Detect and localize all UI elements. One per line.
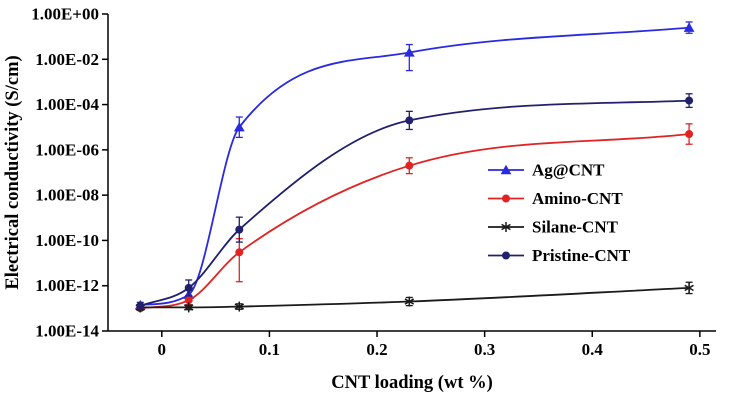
legend-label: Amino-CNT <box>532 189 623 208</box>
y-tick-label: 1.00E-06 <box>35 140 99 159</box>
legend-item-ag-cnt: Ag@CNT <box>488 161 605 180</box>
x-tick-label: 0.2 <box>366 340 387 359</box>
circle-marker-icon <box>685 96 694 105</box>
circle-marker-icon <box>502 251 510 260</box>
circle-marker-icon <box>136 301 145 310</box>
legend-item-amino-cnt: Amino-CNT <box>488 189 623 208</box>
y-tick-label: 1.00E-02 <box>35 50 99 69</box>
legend-label: Silane-CNT <box>532 218 619 237</box>
x-tick-label: 0 <box>158 340 167 359</box>
triangle-marker-icon <box>233 122 245 132</box>
circle-marker-icon <box>685 130 694 139</box>
legend-item-silane-cnt: Silane-CNT <box>488 218 619 237</box>
circle-marker-icon <box>405 116 414 125</box>
triangle-marker-icon <box>683 22 695 32</box>
y-tick-label: 1.00E-12 <box>35 276 99 295</box>
y-tick-label: 1.00E+00 <box>31 5 99 24</box>
asterisk-marker-icon <box>684 284 694 292</box>
triangle-marker-icon <box>403 47 415 57</box>
x-tick-label: 0.3 <box>474 340 495 359</box>
legend-label: Pristine-CNT <box>532 246 631 265</box>
asterisk-marker-icon <box>183 304 194 311</box>
circle-marker-icon <box>405 161 414 170</box>
y-tick-label: 1.00E-10 <box>35 231 99 250</box>
x-axis-title: CNT loading (wt %) <box>331 373 493 393</box>
series-pristine-cnt <box>136 93 694 310</box>
asterisk-marker-icon <box>404 298 415 305</box>
legend-item-pristine-cnt: Pristine-CNT <box>488 246 631 265</box>
legend-label: Ag@CNT <box>532 161 605 180</box>
circle-marker-icon <box>184 296 193 305</box>
series-line-silane-cnt <box>140 287 690 309</box>
circle-marker-icon <box>235 225 244 234</box>
circle-marker-icon <box>184 283 193 292</box>
x-tick-label: 0.5 <box>689 340 710 359</box>
series-ag-cnt <box>134 21 695 310</box>
x-tick-label: 0.1 <box>259 340 280 359</box>
series-silane-cnt <box>135 281 694 313</box>
asterisk-marker-icon <box>501 223 511 231</box>
asterisk-marker-icon <box>234 303 245 310</box>
circle-marker-icon <box>235 248 244 257</box>
circle-marker-icon <box>502 194 510 203</box>
x-tick-label: 0.4 <box>582 340 604 359</box>
y-tick-label: 1.00E-14 <box>35 322 99 341</box>
y-tick-label: 1.00E-08 <box>35 186 99 205</box>
y-tick-label: 1.00E-04 <box>35 95 99 114</box>
series-amino-cnt <box>136 123 694 313</box>
triangle-marker-icon <box>500 164 512 175</box>
y-axis-title: Electrical conductivity (S/cm) <box>3 55 23 289</box>
